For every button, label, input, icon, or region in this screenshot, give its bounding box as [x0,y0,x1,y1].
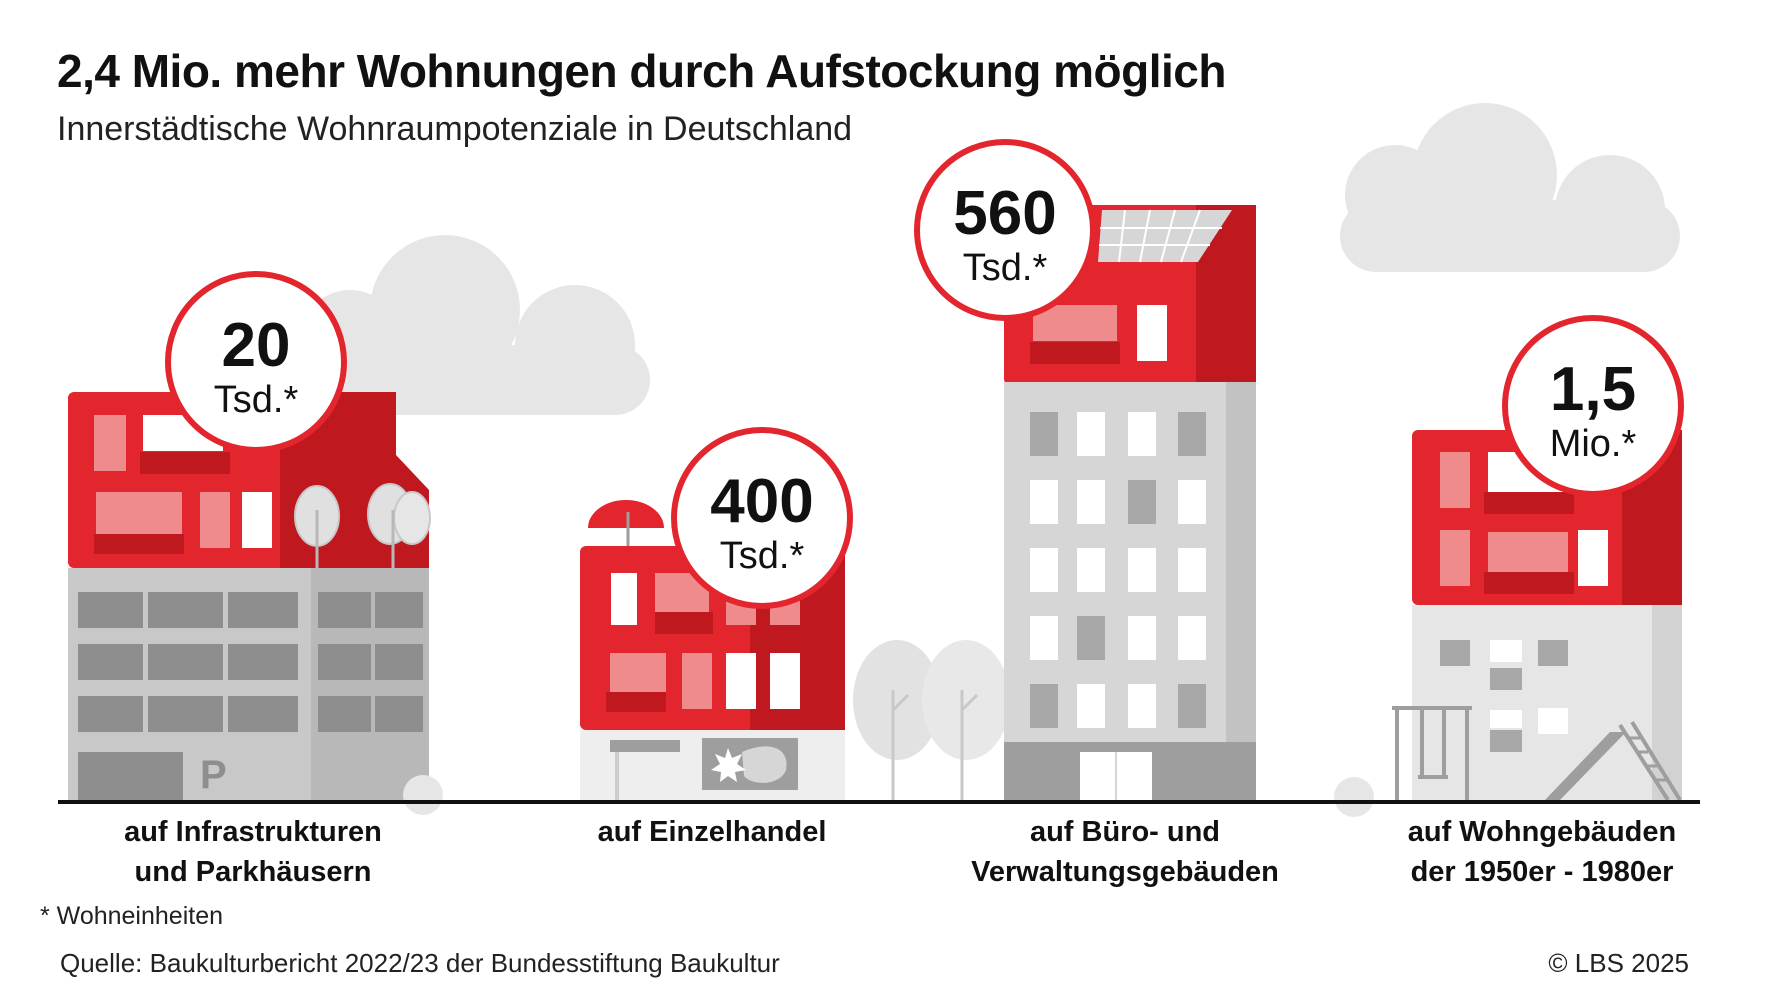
tree-icon [403,775,443,815]
value-number: 400 [710,467,813,536]
chart-title: 2,4 Mio. mehr Wohnungen durch Aufstockun… [57,45,1226,97]
parking-sign: P [200,753,227,797]
value-bubble-circle [914,139,1096,321]
category-label-retail: auf Einzelhandel [597,816,827,848]
category-label-office: auf Büro- und Verwaltungsgebäuden [971,816,1279,888]
value-unit: Tsd.* [214,379,299,421]
tree-icon [294,485,340,568]
tree-icon [853,640,1010,800]
tree-icon [1334,777,1374,817]
swing-icon [1392,706,1472,802]
parking-garage-building: P [68,392,429,800]
value-unit: Mio.* [1550,423,1637,465]
value-number: 1,5 [1550,355,1636,424]
value-number: 20 [222,311,291,380]
tree-icon [367,483,431,568]
category-label-infrastructure: auf Infrastrukturen und Parkhäusern [124,816,382,888]
slide-icon [1545,720,1682,802]
cloud-icon [300,235,650,415]
footnote: * Wohneinheiten [40,902,224,930]
residential-building [1412,430,1682,800]
chart-subtitle: Innerstädtische Wohnraumpotenziale in De… [57,110,853,148]
copyright: © LBS 2025 [1548,948,1689,978]
value-bubble-circle [671,427,853,609]
value-bubble-circle [1502,315,1684,497]
category-label-residential: auf Wohngebäuden der 1950er - 1980er [1407,816,1677,888]
value-bubble-circle [165,271,347,453]
value-unit: Tsd.* [963,247,1048,289]
value-number: 560 [953,179,1056,248]
value-unit: Tsd.* [720,535,805,577]
source-note: Quelle: Baukulturbericht 2022/23 der Bun… [60,948,780,978]
cloud-icon [1340,103,1680,272]
